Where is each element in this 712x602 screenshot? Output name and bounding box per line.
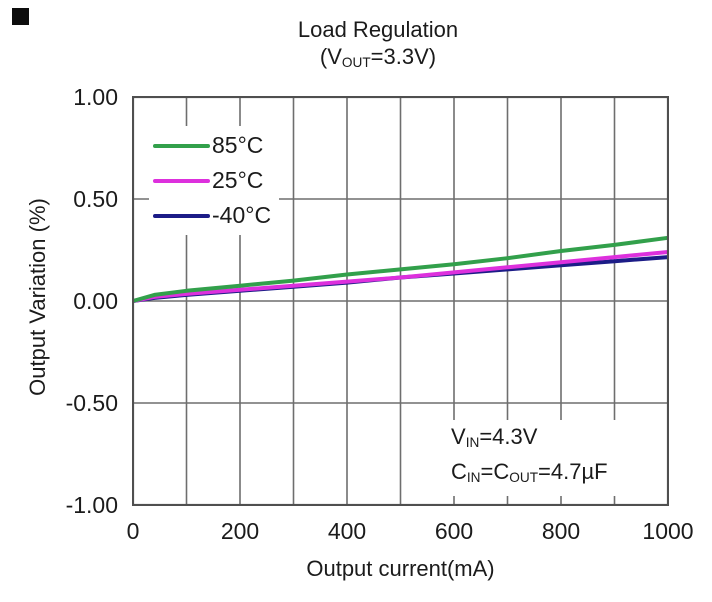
y-tick-label: -0.50 xyxy=(65,390,118,416)
legend-swatch xyxy=(153,213,210,218)
y-tick-label: -1.00 xyxy=(65,492,118,518)
annotation-line: CIN=COUT=4.7µF xyxy=(451,459,608,485)
legend-label: -40°C xyxy=(212,202,272,228)
series-line-85C xyxy=(132,235,669,303)
annotation-line: VIN=4.3V xyxy=(451,424,538,450)
chart-title: Load Regulation xyxy=(297,17,459,42)
legend-swatch xyxy=(153,178,210,183)
plot-frame xyxy=(132,96,669,506)
legend-label: 85°C xyxy=(212,132,264,158)
legend-swatch xyxy=(153,143,210,148)
conditions-annotation: VIN=4.3V CIN=COUT=4.7µF xyxy=(449,420,618,496)
legend-item: 85°C xyxy=(153,128,271,163)
series-line-25C xyxy=(132,250,669,303)
x-tick-label: 200 xyxy=(220,518,260,544)
x-tick-label: 800 xyxy=(541,518,581,544)
chart-title-block: Load Regulation (VOUT=3.3V) xyxy=(110,16,646,76)
legend-label: 25°C xyxy=(212,167,264,193)
x-tick-label: 1000 xyxy=(642,518,694,544)
chart-legend: 85°C 25°C -40°C xyxy=(149,126,280,235)
x-tick-label: 0 xyxy=(126,518,140,544)
chart-subtitle: (VOUT=3.3V) xyxy=(319,44,437,70)
legend-item: -40°C xyxy=(153,198,271,233)
x-axis-label: Output current(mA) xyxy=(306,556,495,581)
y-tick-label: 1.00 xyxy=(73,84,118,110)
x-tick-label: 600 xyxy=(434,518,474,544)
black-square-mark xyxy=(12,8,29,25)
y-tick-label: 0.50 xyxy=(73,186,118,212)
x-tick-label: 400 xyxy=(327,518,367,544)
legend-item: 25°C xyxy=(153,163,271,198)
y-tick-label: 0.00 xyxy=(73,288,118,314)
